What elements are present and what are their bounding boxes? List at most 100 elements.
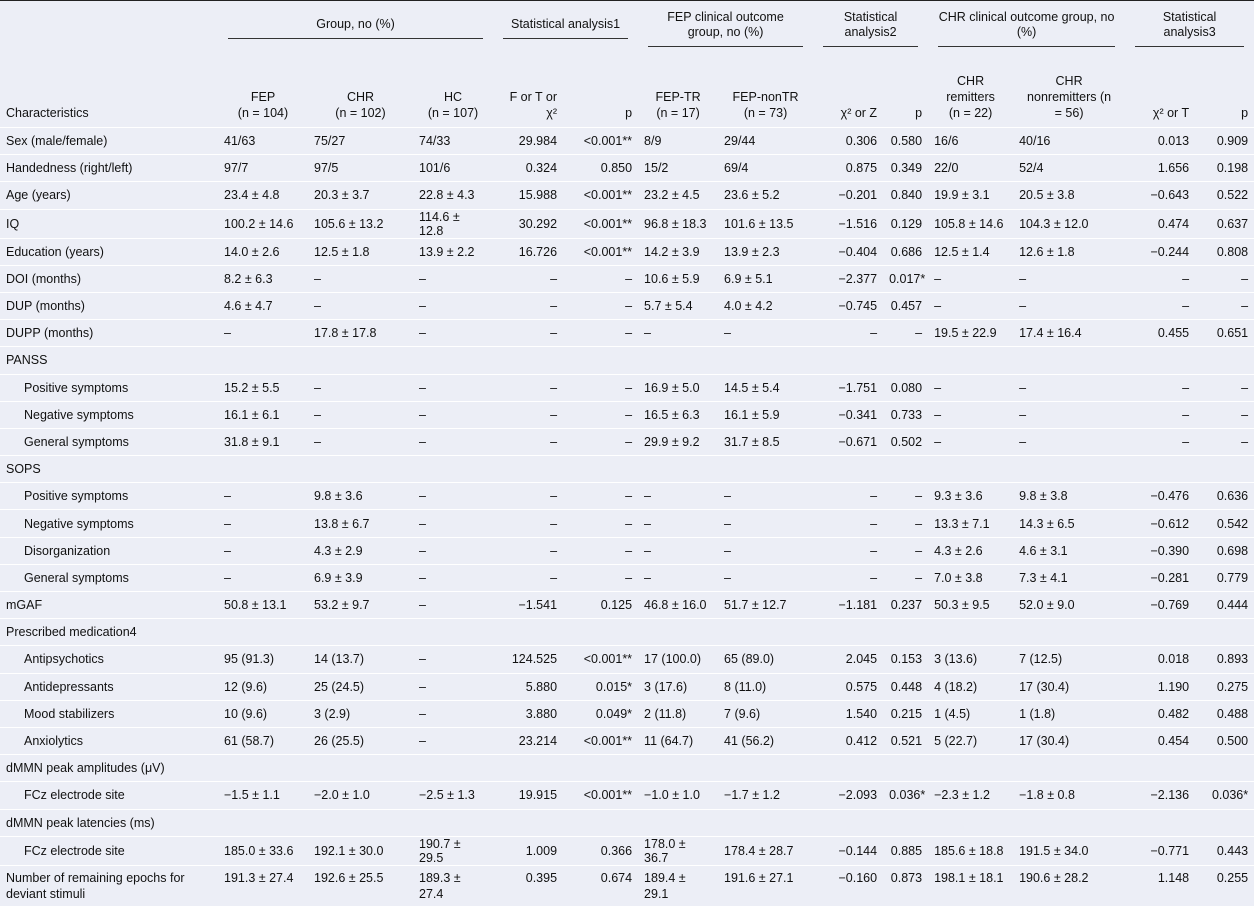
cell: 13.9 ± 2.2 xyxy=(419,244,475,259)
column-header: CHR nonremitters (n = 56) xyxy=(1013,49,1126,128)
cell: 0.454 xyxy=(1157,734,1190,749)
cell: −2.0 ± 1.0 xyxy=(314,788,370,803)
cell: −0.612 xyxy=(1150,516,1190,531)
cell: 31.7 ± 8.5 xyxy=(724,434,780,449)
cell: – xyxy=(724,543,731,558)
cell: 30.292 xyxy=(518,216,558,231)
cell: 3 (2.9) xyxy=(314,706,351,721)
row-label: DUPP (months) xyxy=(6,326,94,341)
cell: 0.448 xyxy=(890,679,923,694)
section-filler xyxy=(218,347,1254,374)
cell: 1.009 xyxy=(525,843,558,858)
cell: 0.637 xyxy=(1216,216,1249,231)
column-header-line: (n = 107) xyxy=(427,106,479,120)
column-header: p xyxy=(883,49,929,128)
cell: 4.3 ± 2.6 xyxy=(934,543,983,558)
cell: – xyxy=(1182,299,1190,314)
cell: −0.769 xyxy=(1150,598,1190,613)
row-label: Age (years) xyxy=(6,188,71,203)
cell: 13.3 ± 7.1 xyxy=(934,516,990,531)
group-label: Statistical analysis3 xyxy=(1135,4,1245,47)
data-row: General symptoms –6.9 ± 3.9– – – – – – –7.0 ± 3… xyxy=(0,564,1254,591)
cell: 22.8 ± 4.3 xyxy=(419,188,475,203)
cell: <0.001** xyxy=(583,134,633,149)
cell: −0.160 xyxy=(838,870,878,885)
cell: – xyxy=(419,543,426,558)
cell: <0.001** xyxy=(583,244,633,259)
column-header: HC (n = 107) xyxy=(413,49,494,128)
data-row: mGAF 50.8 ± 13.1 53.2 ± 9.7 – −1.541 0.125 46.… xyxy=(0,591,1254,619)
cell: 17 (30.4) xyxy=(1019,679,1070,694)
cell: −1.7 ± 1.2 xyxy=(724,788,780,803)
column-header-line: χ² xyxy=(546,106,558,120)
cell: 0.215 xyxy=(890,706,923,721)
cell: 0.455 xyxy=(1157,326,1190,341)
cell: 16.1 ± 5.9 xyxy=(724,407,780,422)
cell: – xyxy=(625,570,633,585)
cell: 0.542 xyxy=(1216,516,1249,531)
cell: 1.656 xyxy=(1157,161,1190,176)
group-label: Group, no (%) xyxy=(228,11,484,39)
group-header: Statistical analysis2 xyxy=(813,0,929,49)
column-header-line: FEP xyxy=(250,90,276,104)
row-label: Mood stabilizers xyxy=(24,706,115,721)
cell: 15/2 xyxy=(644,161,669,176)
cell: 178.0 ± 36.7 xyxy=(644,836,686,865)
cell: 0.018 xyxy=(1157,652,1190,667)
cell: – xyxy=(915,543,923,558)
column-header-line: (n = 17) xyxy=(656,106,700,120)
cell: 53.2 ± 9.7 xyxy=(314,598,370,613)
cell: – xyxy=(625,326,633,341)
cell: – xyxy=(934,434,942,449)
cell: 15.2 ± 5.5 xyxy=(224,380,280,395)
column-header: FEP (n = 104) xyxy=(218,49,308,128)
row-label: Antipsychotics xyxy=(24,652,104,667)
cell: −2.093 xyxy=(838,788,878,803)
cell: 26 (25.5) xyxy=(314,734,365,749)
cell: 10.6 ± 5.9 xyxy=(644,271,700,286)
cell: 0.275 xyxy=(1216,679,1249,694)
cell: 12 (9.6) xyxy=(224,679,268,694)
column-header-line: Characteristics xyxy=(6,106,89,120)
cell: 13.9 ± 2.3 xyxy=(724,244,780,259)
data-row: Mood stabilizers 10 (9.6) 3 (2.9) – 3.880 0.0… xyxy=(0,700,1254,727)
cell: −2.5 ± 1.3 xyxy=(419,788,475,803)
cell: 16.5 ± 6.3 xyxy=(644,407,700,422)
cell: 189.4 ± 29.1 xyxy=(644,870,686,901)
cell: 185.0 ± 33.6 xyxy=(224,843,294,858)
cell: – xyxy=(724,326,731,341)
cell: 20.5 ± 3.8 xyxy=(1019,188,1075,203)
cell: 4.3 ± 2.9 xyxy=(314,543,363,558)
column-header-line: CHR xyxy=(346,90,375,104)
cell: −0.244 xyxy=(1150,244,1190,259)
cell: – xyxy=(934,299,942,314)
cell: 29/44 xyxy=(724,134,756,149)
column-header-line: remitters xyxy=(946,90,995,104)
cell: 46.8 ± 16.0 xyxy=(644,598,707,613)
cell: 1 (1.8) xyxy=(1019,706,1056,721)
cell: 185.6 ± 18.8 xyxy=(934,843,1004,858)
column-header: χ² or T xyxy=(1125,49,1196,128)
cell: – xyxy=(1241,299,1249,314)
cell: – xyxy=(419,598,426,613)
cell: 4.0 ± 4.2 xyxy=(724,299,773,314)
cell: 6.9 ± 3.9 xyxy=(314,570,363,585)
cell: 0.129 xyxy=(890,216,923,231)
cell: 191.5 ± 34.0 xyxy=(1019,843,1089,858)
cell: 7.0 ± 3.8 xyxy=(934,570,983,585)
cell: 0.686 xyxy=(890,244,923,259)
section-filler xyxy=(218,619,1254,646)
cell: – xyxy=(419,407,426,422)
cell: – xyxy=(724,570,731,585)
cell: 9.8 ± 3.6 xyxy=(314,489,363,504)
cell: 114.6 ± 12.8 xyxy=(419,209,460,238)
cell: 0.444 xyxy=(1216,598,1249,613)
cell: 5 (22.7) xyxy=(934,734,978,749)
group-header: FEP clinical outcome group, no (%) xyxy=(638,0,814,49)
cell: 7.3 ± 4.1 xyxy=(1019,570,1068,585)
cell: – xyxy=(419,434,426,449)
column-header: p xyxy=(563,49,639,128)
cell: −0.390 xyxy=(1150,543,1190,558)
